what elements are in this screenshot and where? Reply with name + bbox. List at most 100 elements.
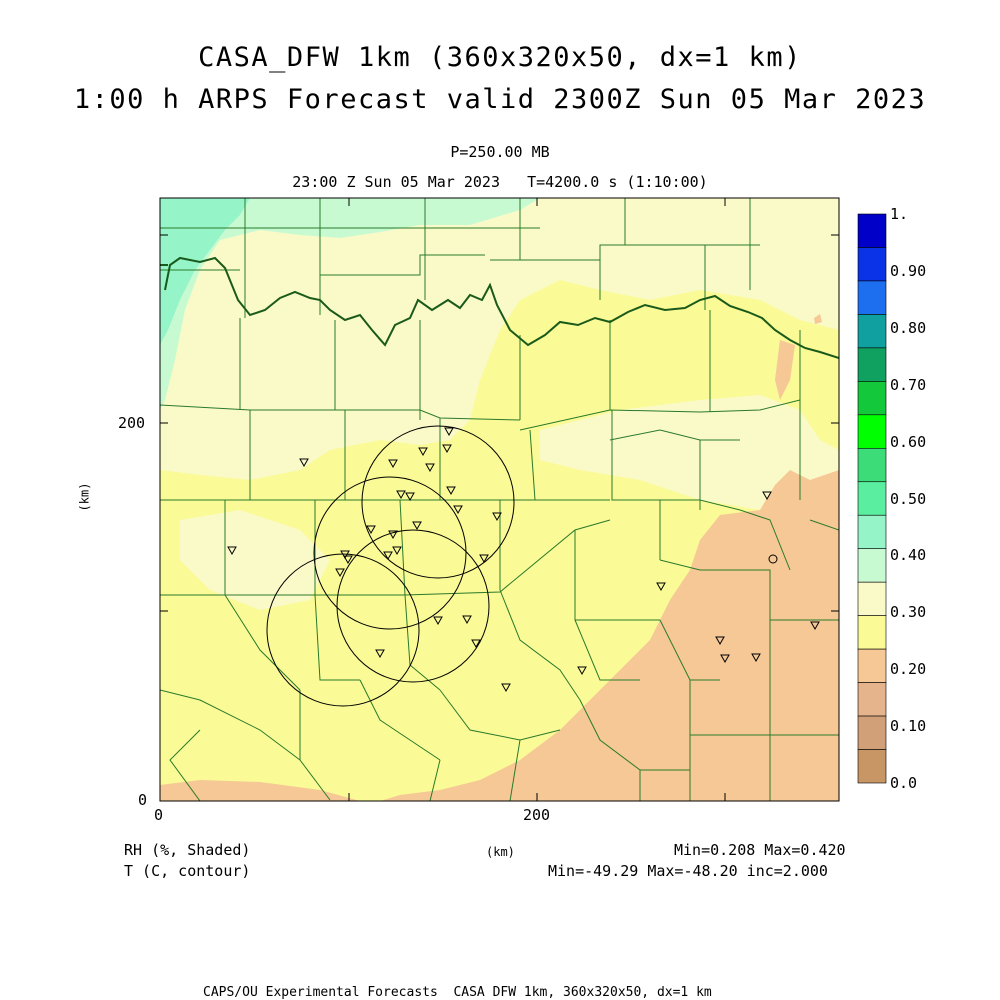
county-line xyxy=(519,399,801,431)
valid-time: 23:00 Z Sun 05 Mar 2023 T=4200.0 s (1:10… xyxy=(292,173,708,191)
rh-fill-020-e xyxy=(775,340,795,400)
rh-fill-020-spot xyxy=(814,314,822,324)
colorbar-box xyxy=(857,280,887,315)
field-shaded-label: RH (%, Shaded) xyxy=(124,841,251,859)
axis-ticks xyxy=(160,198,839,801)
credit-line: CAPS/OU Experimental Forecasts CASA DFW … xyxy=(203,985,712,1000)
station-marker xyxy=(577,666,587,676)
colorbar-box xyxy=(857,447,887,483)
rh-fill-045 xyxy=(160,198,250,345)
county-line xyxy=(169,729,201,801)
station-marker xyxy=(227,546,237,556)
colorbar-label: 0.60 xyxy=(890,432,927,451)
station-marker xyxy=(396,490,406,500)
colorbar-box xyxy=(857,648,887,683)
radar-ring xyxy=(313,476,467,630)
state-boundary xyxy=(164,256,839,359)
x-tick-label-200: 200 xyxy=(523,806,551,824)
county-line xyxy=(399,499,406,596)
station-marker xyxy=(433,616,443,626)
colorbar-label: 0.80 xyxy=(890,318,927,337)
station-marker xyxy=(412,521,422,531)
county-line xyxy=(579,699,690,771)
rh-fill-030-east xyxy=(540,395,839,560)
station-marker xyxy=(715,636,725,646)
rh-fill-020-s xyxy=(160,780,360,801)
county-line xyxy=(160,689,301,761)
colorbar-box xyxy=(857,615,887,650)
colorbar-box xyxy=(857,682,887,717)
station-markers xyxy=(227,427,820,693)
colorbar-label: 0.40 xyxy=(890,546,927,565)
station-marker xyxy=(810,621,820,631)
station-marker xyxy=(392,546,402,556)
station-marker xyxy=(299,458,309,468)
colorbar-label: 0.90 xyxy=(890,261,927,280)
county-line xyxy=(509,739,521,801)
station-marker xyxy=(383,551,393,561)
colorbar-box xyxy=(857,514,887,550)
station-marker xyxy=(388,530,398,540)
colorbar-box xyxy=(857,581,887,616)
radar-ring xyxy=(336,529,490,683)
contour-stats: Min=-49.29 Max=-48.20 inc=2.000 xyxy=(548,862,828,880)
county-line xyxy=(529,429,536,501)
title-line-2: 1:00 h ARPS Forecast valid 2300Z Sun 05 … xyxy=(73,84,927,115)
colorbar-box xyxy=(857,213,887,248)
county-line xyxy=(659,559,839,621)
station-marker xyxy=(340,550,350,560)
station-marker xyxy=(751,653,761,663)
county-line xyxy=(299,690,331,801)
colorbar-label: 0.50 xyxy=(890,489,927,508)
station-circle-marker xyxy=(768,554,778,564)
station-marker xyxy=(462,615,472,625)
station-marker xyxy=(418,447,428,457)
plot-frame xyxy=(159,197,840,802)
county-line xyxy=(490,244,760,261)
pressure-level: P=250.00 MB xyxy=(450,143,550,161)
colorbar-box xyxy=(857,715,887,750)
station-marker xyxy=(501,683,511,693)
station-marker xyxy=(762,491,772,501)
field-contour-label: T (C, contour) xyxy=(124,862,251,880)
county-line xyxy=(224,594,301,691)
colorbar xyxy=(857,213,887,784)
station-marker xyxy=(492,512,502,522)
county-line xyxy=(314,594,360,681)
station-marker xyxy=(471,639,481,649)
colorbar-label: 0.30 xyxy=(890,603,927,622)
county-line xyxy=(429,759,441,801)
y-tick-label-0: 0 xyxy=(138,791,148,809)
colorbar-label: 0.0 xyxy=(890,774,918,792)
x-axis-label: (km) xyxy=(486,845,515,859)
station-marker xyxy=(442,444,452,454)
station-marker xyxy=(335,568,345,578)
colorbar-label: 0.70 xyxy=(890,375,927,394)
county-boundaries xyxy=(160,198,839,801)
shaded-stats: Min=0.208 Max=0.420 xyxy=(674,841,846,859)
y-axis-label: (km) xyxy=(77,482,92,512)
colorbar-box xyxy=(857,481,887,516)
x-tick-label-0: 0 xyxy=(154,806,164,824)
county-line xyxy=(739,509,791,571)
colorbar-box xyxy=(857,247,887,282)
county-line xyxy=(404,594,441,691)
station-marker xyxy=(405,492,415,502)
y-tick-label-200: 200 xyxy=(118,414,146,432)
station-marker xyxy=(444,427,454,437)
county-line xyxy=(320,254,485,276)
county-line xyxy=(809,519,839,531)
station-marker xyxy=(453,505,463,515)
radar-ring xyxy=(361,425,515,579)
title-line-1: CASA_DFW 1km (360x320x50, dx=1 km) xyxy=(198,42,802,73)
county-line xyxy=(609,429,740,441)
county-line xyxy=(499,589,581,701)
colorbar-label: 1. xyxy=(890,205,909,223)
station-marker xyxy=(375,649,385,659)
radar-rings xyxy=(266,425,515,707)
colorbar-box xyxy=(857,749,887,784)
county-line xyxy=(160,404,521,421)
station-marker xyxy=(656,582,666,592)
rh-fill-020-se xyxy=(380,470,839,801)
county-line xyxy=(439,689,561,741)
